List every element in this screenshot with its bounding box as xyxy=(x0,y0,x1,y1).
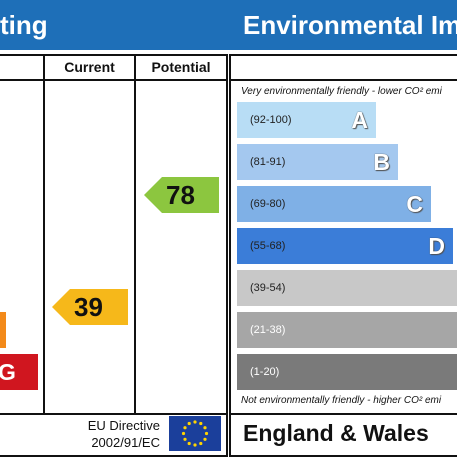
band-range-label: (21-38) xyxy=(250,324,286,336)
region-label: England & Wales xyxy=(243,420,429,446)
energy-rating-header: ting xyxy=(0,0,233,50)
potential-rating-arrow: 78 xyxy=(144,177,219,213)
environmental-band-5: (21-38) xyxy=(237,312,457,348)
band-f-edge xyxy=(0,312,6,348)
band-letter: D xyxy=(428,233,445,259)
environmental-band-1: (81-91) B xyxy=(237,144,398,180)
environmental-band-6: (1-20) xyxy=(237,354,457,390)
environmental-band-2: (69-80) C xyxy=(237,186,431,222)
energy-table-col-divider-2 xyxy=(134,54,136,413)
energy-table-header-divider xyxy=(0,79,228,81)
environmental-impact-header: Environmental Im xyxy=(233,0,457,50)
band-range-label: (69-80) xyxy=(250,198,286,210)
band-letter: B xyxy=(373,149,390,175)
band-range-label: (1-20) xyxy=(250,366,280,378)
band-range-label: (55-68) xyxy=(250,240,286,252)
band-g-bar: G xyxy=(0,354,38,390)
band-range-label: (39-54) xyxy=(250,282,286,294)
energy-rating-title: ting xyxy=(0,10,48,40)
environmental-table-header-divider xyxy=(231,79,457,81)
environmental-impact-title: Environmental Im xyxy=(243,10,457,40)
environmental-band-0: (92-100) A xyxy=(237,102,376,138)
current-rating-value: 39 xyxy=(74,292,103,322)
environmental-table-footer-divider xyxy=(231,413,457,415)
band-range-label: (92-100) xyxy=(250,114,292,126)
eu-flag-icon xyxy=(169,416,221,451)
eu-directive-line2: 2002/91/EC xyxy=(91,435,160,450)
eu-directive-line1: EU Directive xyxy=(87,418,160,433)
environmental-band-4: (39-54)E xyxy=(237,270,457,306)
energy-table-col-divider-1 xyxy=(43,54,45,413)
environmental-band-3: (55-68) D xyxy=(237,228,453,264)
band-range-label: (81-91) xyxy=(250,156,286,168)
top-note: Very environmentally friendly - lower CO… xyxy=(241,86,442,97)
current-rating-arrow: 39 xyxy=(52,289,128,325)
potential-rating-value: 78 xyxy=(166,180,195,210)
band-letter: A xyxy=(351,107,368,133)
energy-table xyxy=(0,54,228,457)
eu-directive-text: EU Directive 2002/91/EC xyxy=(60,417,160,451)
current-column-header: Current xyxy=(64,59,115,75)
band-g-letter: G xyxy=(0,359,16,385)
energy-table-footer-divider xyxy=(0,413,228,415)
bottom-note: Not environmentally friendly - higher CO… xyxy=(241,395,442,406)
band-letter: C xyxy=(406,191,423,217)
potential-column-header: Potential xyxy=(151,59,211,75)
